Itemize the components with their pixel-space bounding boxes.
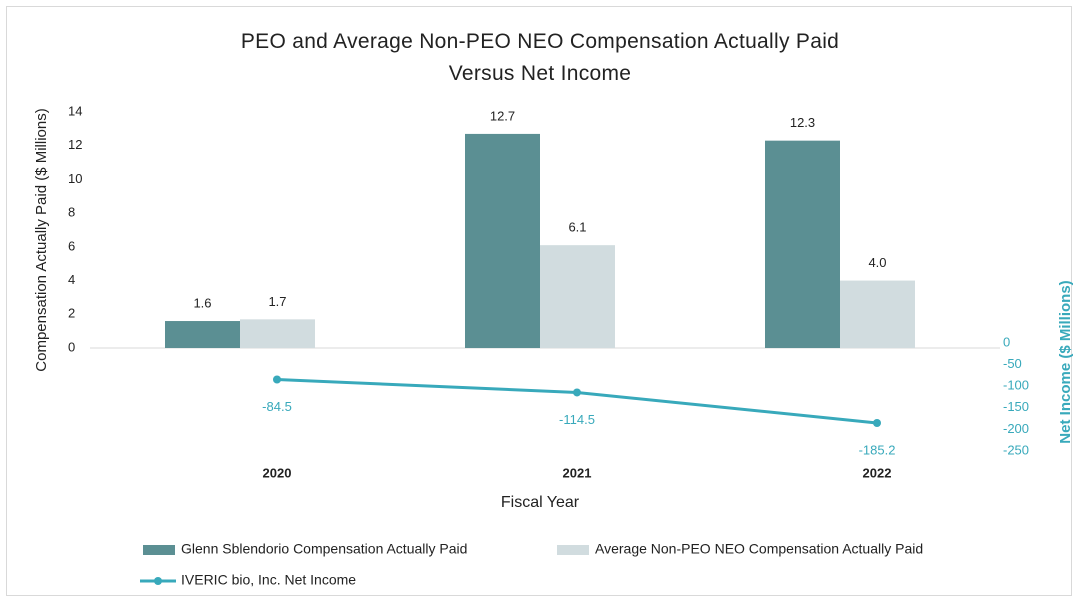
legend-label: Glenn Sblendorio Compensation Actually P… [181, 541, 467, 557]
line-value-label: -84.5 [262, 399, 292, 414]
y2-tick-label: -150 [1003, 399, 1029, 414]
legend-swatch [557, 545, 589, 555]
y-tick-label: 8 [68, 205, 75, 220]
y2-tick-label: -200 [1003, 421, 1029, 436]
bar [840, 280, 915, 348]
bar-value-label: 4.0 [868, 255, 886, 270]
y2-tick-label: 0 [1003, 334, 1010, 349]
y-tick-label: 10 [68, 171, 82, 186]
y2-axis-title: Net Income ($ Millions) [1057, 280, 1074, 443]
bar-value-label: 1.6 [193, 295, 211, 310]
y2-tick-label: -250 [1003, 442, 1029, 457]
line-value-label: -185.2 [859, 442, 896, 457]
line-point [273, 375, 281, 384]
bar [540, 245, 615, 348]
bar-value-label: 6.1 [568, 220, 586, 235]
y-tick-label: 12 [68, 137, 82, 152]
x-tick-label: 2020 [263, 465, 292, 480]
y2-tick-label: -50 [1003, 356, 1022, 371]
y-tick-label: 2 [68, 306, 75, 321]
y-tick-label: 0 [68, 339, 75, 354]
chart-title: PEO and Average Non-PEO NEO Compensation… [240, 30, 840, 85]
y-tick-label: 4 [68, 272, 75, 287]
x-axis-title: Fiscal Year [501, 494, 580, 511]
bar-value-label: 1.7 [268, 294, 286, 309]
x-tick-label: 2021 [563, 465, 592, 480]
legend-label: Average Non-PEO NEO Compensation Actuall… [595, 541, 923, 557]
y-axis-title: Compensation Actually Paid ($ Millions) [33, 108, 50, 371]
legend-swatch [143, 545, 175, 555]
bar [165, 321, 240, 348]
y2-tick-label: -100 [1003, 378, 1029, 393]
bar [240, 319, 315, 348]
bar-value-label: 12.3 [790, 115, 815, 130]
legend-label: IVERIC bio, Inc. Net Income [181, 572, 356, 588]
line-value-label: -114.5 [559, 412, 595, 427]
x-tick-label: 2022 [863, 465, 892, 480]
bar [765, 140, 840, 348]
line-point [873, 419, 881, 428]
bar [465, 133, 540, 348]
bar-value-label: 12.7 [490, 108, 515, 123]
y-tick-label: 6 [68, 238, 75, 253]
line-point [573, 388, 581, 397]
y-tick-label: 14 [68, 103, 82, 118]
legend-swatch-point [154, 577, 162, 585]
chart-frame [6, 6, 1072, 596]
